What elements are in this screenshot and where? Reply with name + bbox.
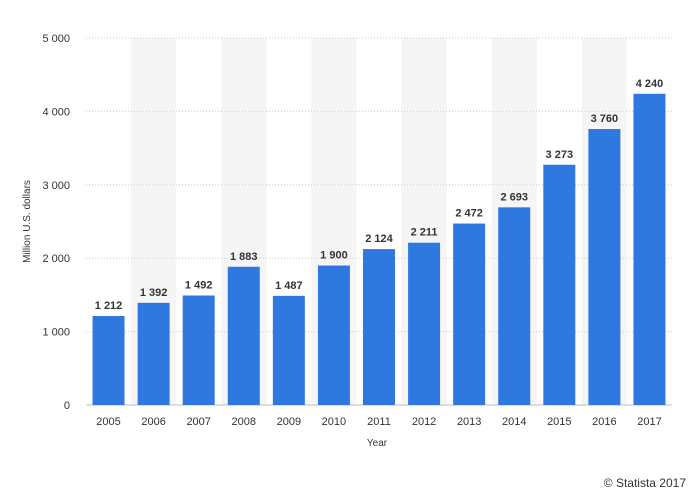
data-label-2014: 2 693 (500, 191, 528, 203)
bar-2006 (137, 302, 170, 405)
bar-2009 (272, 295, 305, 405)
data-label-2017: 4 240 (636, 78, 664, 90)
x-tick-label-2016: 2016 (592, 416, 616, 428)
data-label-2012: 2 211 (411, 227, 438, 239)
x-tick-label-2013: 2013 (457, 416, 481, 428)
bar-2008 (227, 266, 260, 405)
y-axis-title: Million U.S. dollars (22, 180, 33, 263)
data-label-2005: 1 212 (95, 300, 123, 312)
data-label-2016: 3 760 (591, 113, 619, 125)
bar-2015 (543, 164, 576, 405)
x-tick-label-2005: 2005 (96, 416, 120, 428)
data-label-2013: 2 472 (455, 208, 483, 220)
y-tick-label: 1 000 (42, 327, 70, 339)
x-tick-label-2010: 2010 (322, 416, 346, 428)
data-label-2015: 3 273 (546, 149, 574, 161)
bar-2011 (363, 249, 395, 405)
data-label-2007: 1 492 (185, 279, 213, 291)
bar-2013 (453, 223, 486, 405)
x-tick-label-2014: 2014 (502, 416, 526, 428)
y-tick-label: 5 000 (42, 33, 70, 45)
x-tick-label-2009: 2009 (277, 416, 301, 428)
data-label-2008: 1 883 (230, 251, 258, 263)
data-label-2006: 1 392 (140, 287, 168, 299)
bar-2012 (408, 242, 441, 405)
bar-2016 (588, 129, 621, 406)
data-label-2010: 1 900 (320, 250, 348, 262)
statista-credit: © Statista 2017 (603, 476, 686, 490)
x-tick-label-2015: 2015 (547, 416, 571, 428)
x-tick-label-2011: 2011 (367, 416, 391, 428)
x-tick-label-2006: 2006 (141, 416, 165, 428)
bar-2005 (92, 316, 125, 405)
y-tick-label: 3 000 (42, 180, 70, 192)
bar-2010 (317, 265, 350, 405)
bar-2017 (633, 93, 666, 405)
x-axis-title: Year (367, 438, 388, 449)
bar-2007 (182, 295, 215, 405)
bar-2014 (498, 207, 531, 405)
data-label-2011: 2 124 (365, 233, 393, 245)
y-tick-label: 4 000 (42, 106, 70, 118)
x-tick-label-2017: 2017 (637, 416, 661, 428)
x-tick-label-2007: 2007 (186, 416, 210, 428)
y-tick-label: 0 (64, 400, 70, 412)
data-label-2009: 1 487 (275, 280, 303, 292)
x-tick-label-2012: 2012 (412, 416, 436, 428)
x-tick-label-2008: 2008 (232, 416, 256, 428)
y-tick-label: 2 000 (42, 253, 70, 265)
